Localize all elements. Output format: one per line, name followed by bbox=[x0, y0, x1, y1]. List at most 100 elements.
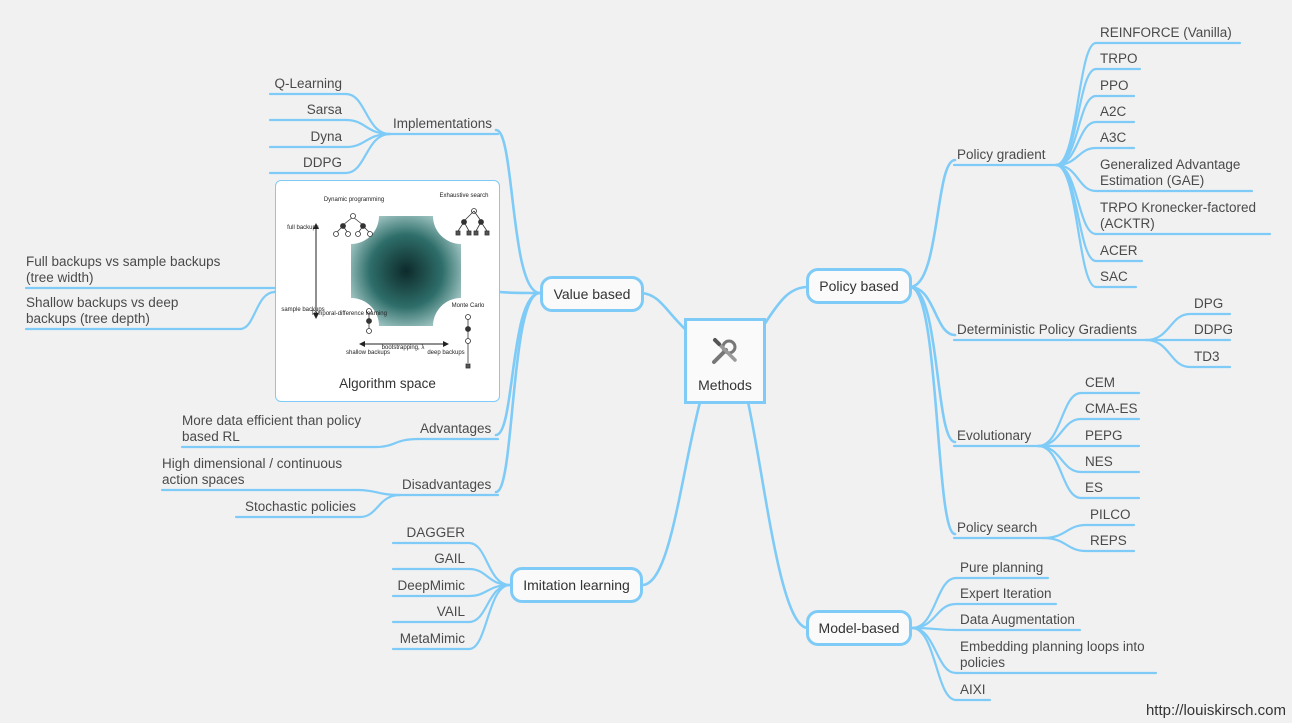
policy-gradient-item-8[interactable]: SAC bbox=[1100, 269, 1128, 284]
deterministic-item-2-connector bbox=[1144, 338, 1192, 369]
policy-search-item-1-text: REPS bbox=[1090, 533, 1127, 548]
policy-search-item-1[interactable]: REPS bbox=[1090, 533, 1127, 548]
impl-item-3-text: DDPG bbox=[303, 155, 342, 170]
disadvantage-item-0[interactable]: High dimensional / continuous action spac… bbox=[162, 456, 342, 487]
imitation-item-1[interactable]: GAIL bbox=[434, 551, 465, 566]
imitation-item-0-text: DAGGER bbox=[406, 525, 465, 540]
node-model-based[interactable]: Model-based bbox=[806, 610, 912, 646]
advantage-item-0-connector bbox=[374, 437, 420, 449]
impl-item-3[interactable]: DDPG bbox=[303, 155, 342, 170]
credit-url[interactable]: http://louiskirsch.com bbox=[1145, 702, 1286, 719]
algo-note-0[interactable]: Full backups vs sample backups (tree widt… bbox=[26, 254, 221, 285]
disadvantage-item-0-connector bbox=[356, 488, 402, 497]
policy-gradient-item-5-text: Estimation (GAE) bbox=[1100, 173, 1204, 188]
policy-gradient-item-8-connector bbox=[1054, 163, 1098, 289]
node-value-based[interactable]: Value based bbox=[540, 276, 644, 312]
node-imitation-learning[interactable]: Imitation learning bbox=[510, 567, 643, 603]
deterministic-label[interactable]: Deterministic Policy Gradients bbox=[957, 322, 1137, 337]
node-policy-based[interactable]: Policy based bbox=[806, 268, 912, 304]
shallow-backups-label: shallow backups bbox=[346, 350, 390, 356]
model-based-item-1[interactable]: Expert Iteration bbox=[960, 586, 1052, 601]
evolutionary-item-3[interactable]: NES bbox=[1085, 454, 1113, 469]
imitation-item-3[interactable]: VAIL bbox=[437, 604, 466, 619]
imitation-item-3-text: VAIL bbox=[437, 604, 466, 619]
model-based-item-4-connector bbox=[910, 626, 958, 702]
policy-based-label: Policy based bbox=[819, 278, 899, 294]
model-based-item-3[interactable]: Embedding planning loops into policies bbox=[960, 639, 1145, 670]
impl-item-2-text: Dyna bbox=[310, 129, 342, 144]
disadvantage-item-0-text: High dimensional / continuous bbox=[162, 456, 342, 471]
policy-gradient-item-7-text: ACER bbox=[1100, 243, 1138, 258]
disadvantages-label[interactable]: Disadvantages bbox=[402, 477, 492, 492]
policy-gradient-item-4[interactable]: A3C bbox=[1100, 130, 1127, 145]
model-based-label: Model-based bbox=[818, 620, 900, 636]
policy-gradient-item-6-text: TRPO Kronecker-factored bbox=[1100, 200, 1256, 215]
algorithm-space-card[interactable]: Dynamic programming Exhaustive search fu… bbox=[275, 180, 500, 402]
algorithm-space-caption: Algorithm space bbox=[339, 376, 436, 391]
disadvantage-item-1-text: Stochastic policies bbox=[245, 499, 356, 514]
bootstrapping-label: bootstrapping, λ bbox=[382, 345, 425, 351]
policy-gradient-item-1[interactable]: TRPO bbox=[1100, 51, 1138, 66]
model-based-item-4[interactable]: AIXI bbox=[960, 682, 986, 697]
evolutionary-item-4[interactable]: ES bbox=[1085, 480, 1103, 495]
evolutionary-item-4-connector bbox=[1036, 444, 1083, 500]
model-based-item-3-connector bbox=[910, 626, 958, 675]
evolutionary-label[interactable]: Evolutionary bbox=[957, 428, 1032, 443]
implementations-label[interactable]: Implementations bbox=[393, 116, 492, 131]
evolutionary-item-1[interactable]: CMA-ES bbox=[1085, 401, 1138, 416]
algo-note-1[interactable]: Shallow backups vs deep backups (tree dep… bbox=[26, 295, 178, 326]
imitation-item-4-text: MetaMimic bbox=[400, 631, 466, 646]
imitation-item-0[interactable]: DAGGER bbox=[406, 525, 465, 540]
imitation-item-2[interactable]: DeepMimic bbox=[397, 578, 465, 593]
evolutionary-item-0[interactable]: CEM bbox=[1085, 375, 1115, 390]
branch-lines bbox=[494, 128, 957, 630]
impl-item-1[interactable]: Sarsa bbox=[307, 102, 343, 117]
deterministic-item-2[interactable]: TD3 bbox=[1194, 349, 1220, 364]
disadvantage-item-0-text: action spaces bbox=[162, 472, 245, 487]
center-node-methods[interactable]: Methods bbox=[684, 318, 766, 404]
policy-gradient-item-3[interactable]: A2C bbox=[1100, 104, 1127, 119]
policy-search-label[interactable]: Policy search bbox=[957, 520, 1037, 535]
model-based-item-3-text: policies bbox=[960, 655, 1005, 670]
imitation-item-4[interactable]: MetaMimic bbox=[400, 631, 466, 646]
disadvantage-item-1[interactable]: Stochastic policies bbox=[245, 499, 356, 514]
policy-gradient-item-7[interactable]: ACER bbox=[1100, 243, 1138, 258]
policy-search-item-1-connector bbox=[1041, 536, 1088, 553]
impl-item-2[interactable]: Dyna bbox=[310, 129, 342, 144]
algo-note-1-connector bbox=[238, 290, 277, 331]
algo-note-1-text: backups (tree depth) bbox=[26, 311, 150, 326]
model-based-item-0[interactable]: Pure planning bbox=[960, 560, 1043, 575]
model-based-item-4-text: AIXI bbox=[960, 682, 986, 697]
policy-gradient-item-6[interactable]: TRPO Kronecker-factored (ACKTR) bbox=[1100, 200, 1256, 231]
sample-backups-label: sample backups bbox=[281, 307, 324, 313]
policy-gradient-label[interactable]: Policy gradient bbox=[957, 147, 1046, 162]
temporal-difference-label: Temporal-difference learning bbox=[311, 311, 387, 317]
evolutionary-item-4-text: ES bbox=[1085, 480, 1103, 495]
advantages-label[interactable]: Advantages bbox=[420, 421, 492, 436]
evolutionary-item-2[interactable]: PEPG bbox=[1085, 428, 1123, 443]
model-based-item-1-text: Expert Iteration bbox=[960, 586, 1052, 601]
model-based-item-3-text: Embedding planning loops into bbox=[960, 639, 1145, 654]
advantage-item-0[interactable]: More data efficient than policy based RL bbox=[182, 413, 361, 444]
deterministic-item-0[interactable]: DPG bbox=[1194, 296, 1223, 311]
model-based-item-2[interactable]: Data Augmentation bbox=[960, 612, 1075, 627]
exhaustive-search-label: Exhaustive search bbox=[439, 193, 488, 199]
policy-search-item-0[interactable]: PILCO bbox=[1090, 507, 1131, 522]
impl-item-0[interactable]: Q-Learning bbox=[274, 76, 342, 91]
policy-gradient-item-4-text: A3C bbox=[1100, 130, 1127, 145]
algo-note-1-text: Shallow backups vs deep bbox=[26, 295, 178, 310]
deterministic-item-1-text: DDPG bbox=[1194, 322, 1233, 337]
deterministic-item-1[interactable]: DDPG bbox=[1194, 322, 1233, 337]
value-based-label: Value based bbox=[553, 286, 631, 302]
imitation-item-1-text: GAIL bbox=[434, 551, 465, 566]
impl-item-3-connector bbox=[344, 132, 392, 175]
algorithm-space-image: Dynamic programming Exhaustive search fu… bbox=[281, 188, 490, 369]
evolutionary-item-1-text: CMA-ES bbox=[1085, 401, 1138, 416]
policy-gradient-item-2[interactable]: PPO bbox=[1100, 78, 1129, 93]
policy-gradient-item-5[interactable]: Generalized Advantage Estimation (GAE) bbox=[1100, 157, 1240, 188]
imitation-item-4-connector bbox=[467, 583, 512, 651]
impl-item-1-text: Sarsa bbox=[307, 102, 343, 117]
evolutionary-item-3-text: NES bbox=[1085, 454, 1113, 469]
policy-gradient-item-0[interactable]: REINFORCE (Vanilla) bbox=[1100, 25, 1232, 40]
